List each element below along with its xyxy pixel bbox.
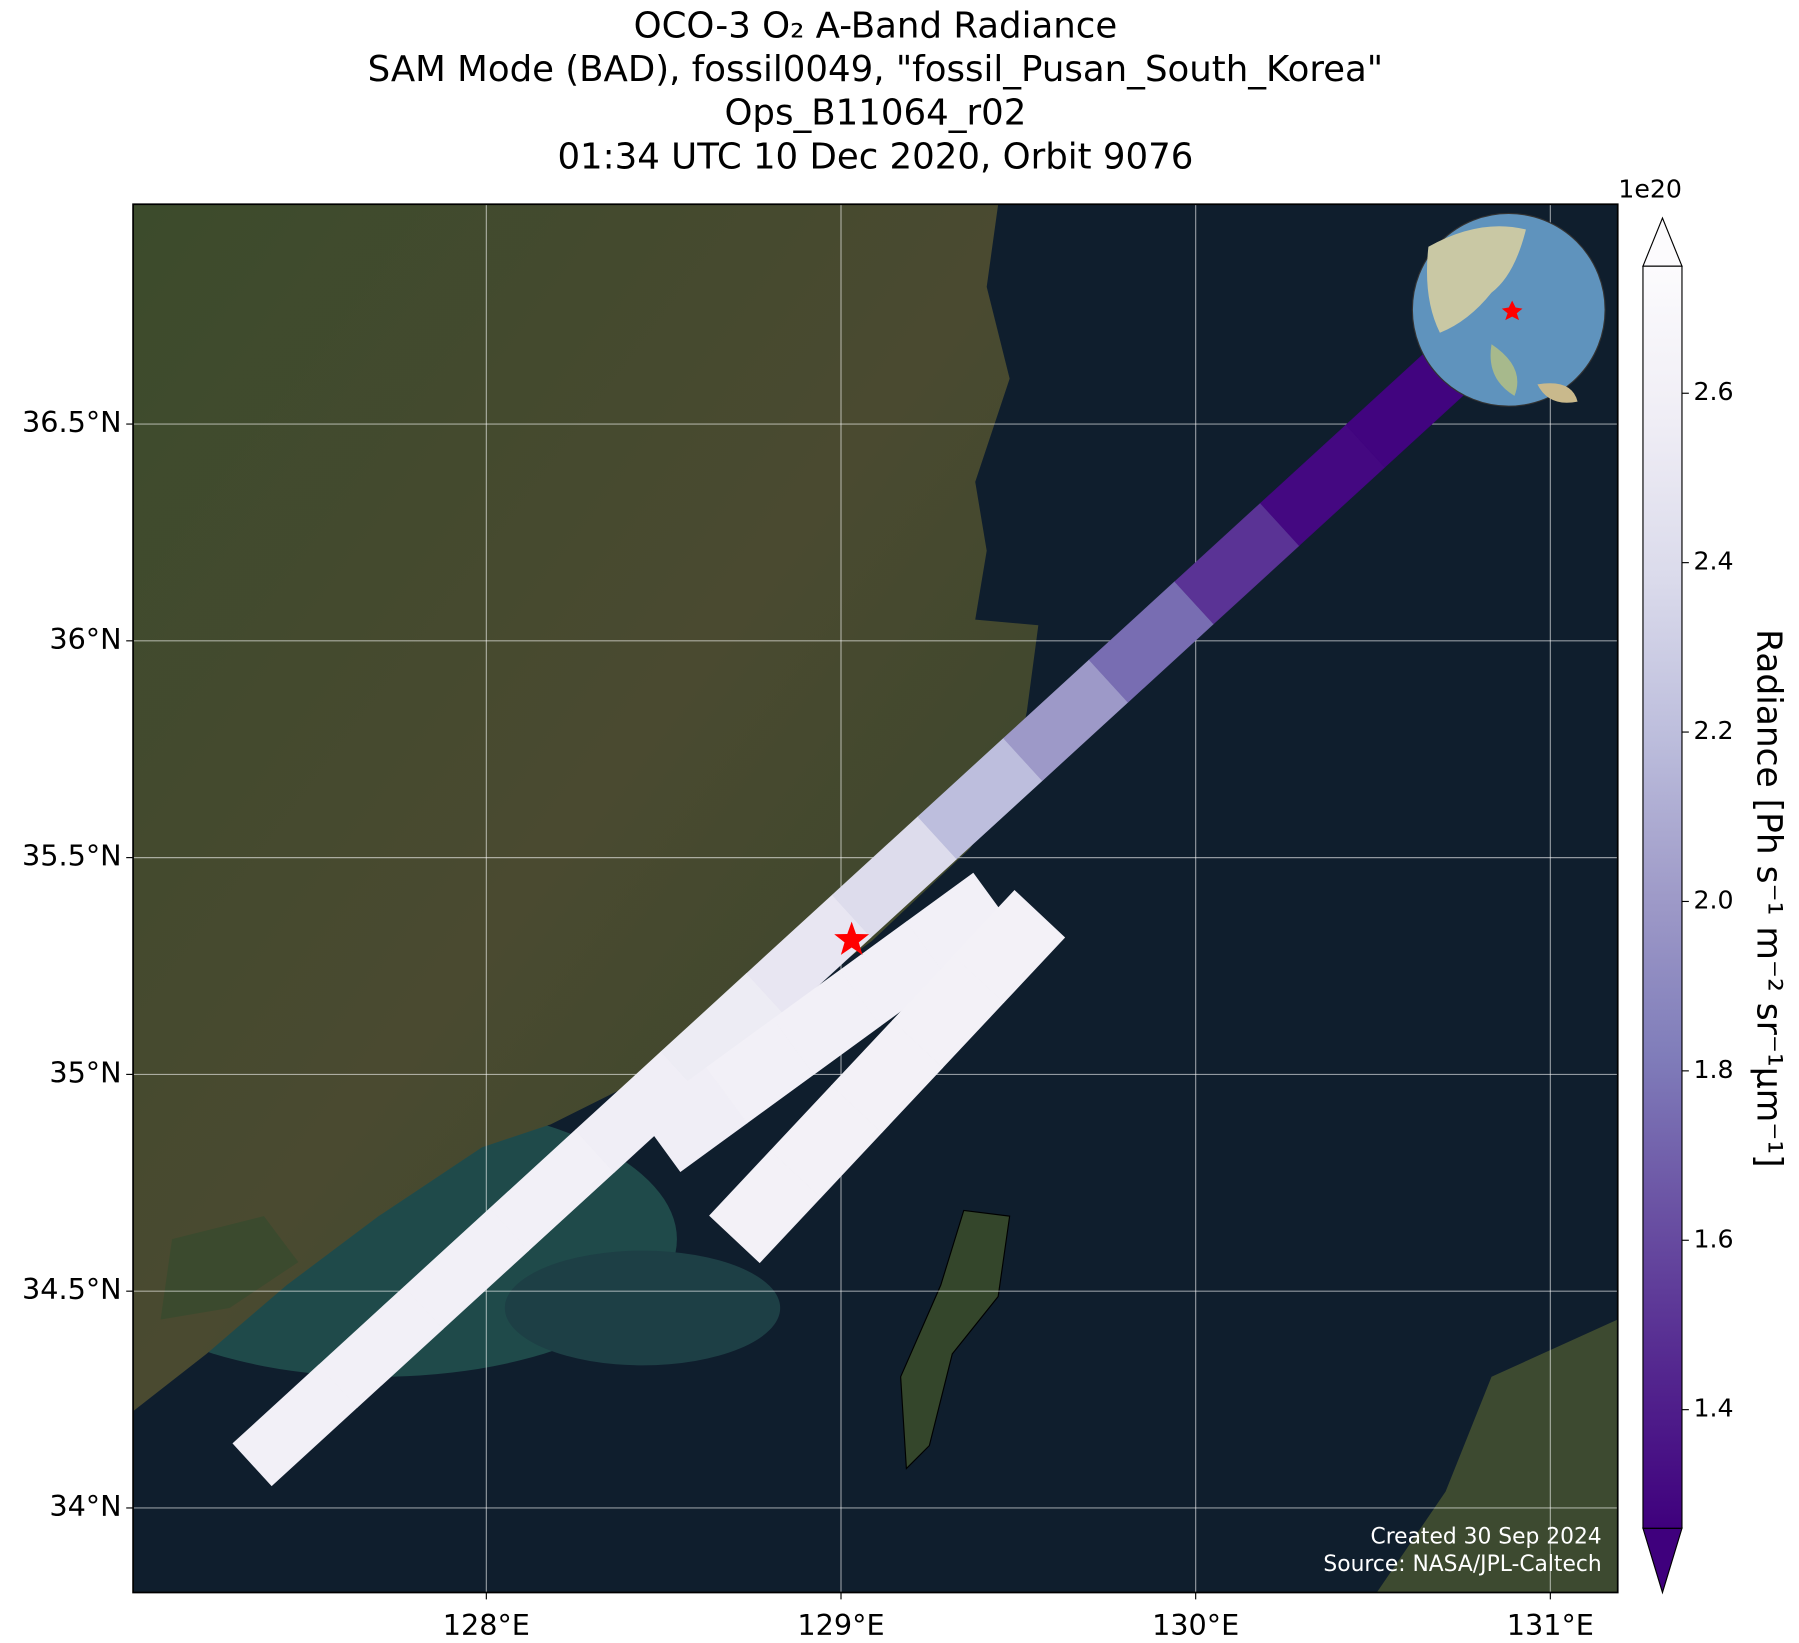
x-tick-label: 128°E	[443, 1608, 530, 1642]
swath-segment	[953, 890, 1066, 1003]
star-layer	[834, 921, 870, 955]
island	[160, 1216, 299, 1320]
axes-frame	[132, 203, 1619, 1594]
colorbar-offset: 1e20	[1618, 174, 1682, 203]
shallow-water	[504, 1250, 781, 1366]
swaths	[232, 346, 1471, 1487]
colorbar-label: Radiance [Ph s⁻¹ m⁻² sr⁻¹μm⁻¹]	[1748, 629, 1788, 1168]
colorbar-extend-min	[1642, 1527, 1683, 1595]
colorbar-tick-label: 2.2	[1693, 716, 1733, 745]
colorbar-tick-label: 1.8	[1693, 1055, 1733, 1084]
globe-inset	[1411, 212, 1606, 407]
colorbar-body	[1642, 265, 1683, 1529]
y-tick-label: 36°N	[49, 622, 121, 656]
title-line: OCO-3 O₂ A-Band Radiance	[634, 6, 1118, 47]
globe-marker	[1501, 300, 1523, 321]
title-line: Ops_B11064_r02	[724, 93, 1026, 134]
title-line: SAM Mode (BAD), fossil0049, "fossil_Pusa…	[368, 49, 1384, 90]
colorbar-tick-label: 1.6	[1693, 1224, 1733, 1253]
annotation: Source: NASA/JPL-Caltech	[1323, 1552, 1601, 1577]
y-tick-label: 35.5°N	[22, 839, 122, 873]
x-tick-label: 130°E	[1152, 1608, 1239, 1642]
x-tick-label: 129°E	[797, 1608, 884, 1642]
y-tick-label: 34°N	[49, 1489, 121, 1523]
globe-land	[1490, 344, 1518, 396]
colorbar: 1.4 1.6 1.8 2.0 2.2 2.4 2.6 1e20 Radiance [Ph s⁻…	[1618, 174, 1788, 1595]
y-tick-label: 34.5°N	[22, 1272, 122, 1306]
colorbar-tick-label: 2.6	[1693, 377, 1733, 406]
annotation: Created 30 Sep 2024	[1370, 1524, 1601, 1549]
ticks: 128°E 129°E 130°E 131°E 34°N 34.5°N 35°N 35.5°N…	[22, 405, 1594, 1642]
land-korea	[133, 204, 1039, 1412]
basemap	[133, 204, 1618, 1593]
colorbar-tick-label: 2.4	[1693, 547, 1733, 576]
y-tick-label: 36.5°N	[22, 405, 122, 439]
colorbar-extend-max	[1642, 216, 1683, 267]
x-tick-label: 131°E	[1507, 1608, 1594, 1642]
title-line: 01:34 UTC 10 Dec 2020, Orbit 9076	[557, 136, 1193, 177]
island-tsushima	[900, 1209, 1011, 1470]
land-kyushu	[1376, 1319, 1618, 1593]
colorbar-tick-label: 2.0	[1693, 885, 1733, 914]
colorbar-tick-label: 1.4	[1693, 1394, 1733, 1423]
y-tick-label: 35°N	[49, 1055, 121, 1089]
globe-land	[1426, 226, 1526, 333]
site-marker	[834, 921, 870, 955]
globe-land	[1537, 383, 1578, 403]
